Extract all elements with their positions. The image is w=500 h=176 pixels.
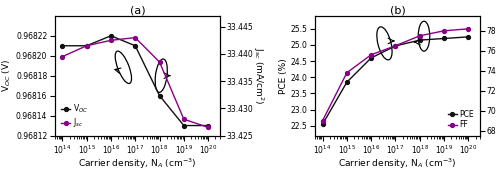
V$_{OC}$ [60,45,66,47]
J$_{sc}$ [181,118,187,120]
Line: PCE: PCE [320,35,470,126]
PCE [344,81,350,83]
J$_{sc}$ [205,126,211,128]
Y-axis label: J$_{sc}$ (mA/cm$^{2}$): J$_{sc}$ (mA/cm$^{2}$) [251,47,265,104]
J$_{sc}$ [132,37,138,39]
FF [441,30,447,32]
PCE [392,45,398,47]
Y-axis label: PCE (%): PCE (%) [279,58,288,94]
PCE [417,39,423,41]
V$_{OC}$ [108,35,114,37]
V$_{OC}$ [132,45,138,47]
FF [466,28,471,30]
V$_{OC}$ [205,124,211,127]
Y-axis label: FF (%): FF (%) [498,61,500,90]
PCE [466,36,471,38]
J$_{sc}$ [156,61,162,63]
Line: FF: FF [320,27,470,122]
Legend: PCE, FF: PCE, FF [446,108,476,132]
V$_{OC}$ [181,124,187,127]
Title: (a): (a) [130,5,145,15]
Line: V$_{OC}$: V$_{OC}$ [60,34,210,127]
PCE [441,37,447,40]
FF [320,120,326,122]
FF [344,72,350,74]
J$_{sc}$ [84,45,89,47]
V$_{OC}$ [156,95,162,97]
J$_{sc}$ [108,39,114,41]
Title: (b): (b) [390,5,406,15]
Y-axis label: V$_{OC}$ (V): V$_{OC}$ (V) [0,59,13,92]
PCE [368,57,374,59]
V$_{OC}$ [84,45,89,47]
X-axis label: Carrier density, N$_A$ (cm$^{-3}$): Carrier density, N$_A$ (cm$^{-3}$) [338,157,457,171]
PCE [320,123,326,125]
Line: J$_{sc}$: J$_{sc}$ [60,36,210,129]
FF [368,54,374,56]
FF [417,35,423,37]
Legend: V$_{OC}$, J$_{sc}$: V$_{OC}$, J$_{sc}$ [59,100,90,132]
J$_{sc}$ [60,56,66,58]
FF [392,45,398,47]
X-axis label: Carrier density, N$_A$ (cm$^{-3}$): Carrier density, N$_A$ (cm$^{-3}$) [78,157,196,171]
